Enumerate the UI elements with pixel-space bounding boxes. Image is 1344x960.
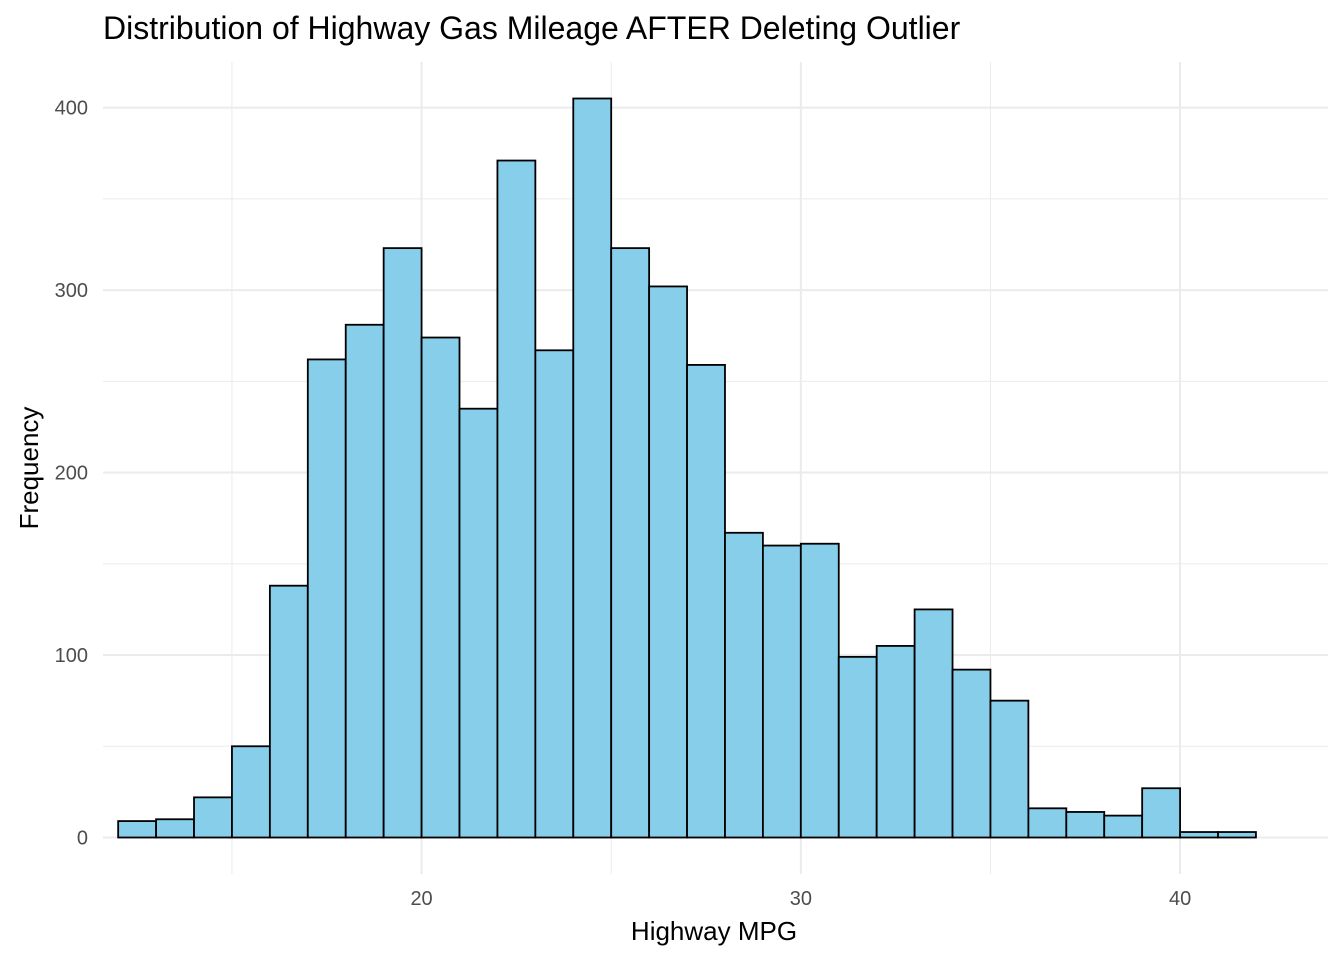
histogram-bar <box>989 699 1030 839</box>
histogram-bar <box>231 745 271 839</box>
histogram-bar <box>382 247 423 839</box>
x-tick-label: 20 <box>410 888 432 910</box>
histogram-bar <box>686 364 726 839</box>
histogram-bar <box>1027 807 1068 839</box>
chart-title: Distribution of Highway Gas Mileage AFTE… <box>103 10 961 46</box>
histogram-bar <box>913 608 954 839</box>
y-axis-title: Frequency <box>14 407 44 530</box>
histogram-bar <box>420 336 461 839</box>
histogram-bar <box>458 407 499 839</box>
histogram-bar <box>155 818 195 839</box>
y-tick-label: 200 <box>55 463 88 485</box>
histogram-bar <box>648 285 688 839</box>
y-tick-label: 100 <box>55 645 88 667</box>
histogram-bar <box>1103 814 1144 839</box>
histogram-bar <box>951 668 992 839</box>
y-tick-label: 300 <box>55 280 88 302</box>
histogram-bar <box>344 323 385 839</box>
histogram-bar <box>1217 831 1257 839</box>
histogram-bar <box>837 655 878 839</box>
histogram-bar <box>799 542 840 839</box>
y-tick-label: 400 <box>55 98 88 120</box>
histogram-bar <box>610 247 651 839</box>
histogram-bar <box>762 544 802 839</box>
histogram-bar <box>1179 831 1219 839</box>
histogram-bar <box>1065 811 1106 839</box>
histogram-bar <box>572 97 613 839</box>
x-tick-label: 30 <box>790 888 812 910</box>
histogram-bar <box>1141 787 1181 839</box>
histogram-bar <box>306 358 347 839</box>
x-axis-ticks: 20 30 40 <box>410 888 1191 910</box>
x-axis-title: Highway MPG <box>631 916 797 946</box>
y-axis-ticks: 0 100 200 300 400 <box>55 98 88 850</box>
y-tick-label: 0 <box>77 828 88 850</box>
histogram-bars <box>117 97 1257 839</box>
histogram-bar <box>268 584 309 839</box>
histogram-bar <box>117 820 157 839</box>
histogram-bar <box>875 645 916 839</box>
histogram-bar <box>496 159 537 839</box>
histogram-bar <box>724 531 764 839</box>
histogram-bar <box>534 349 575 839</box>
histogram-bar <box>193 796 233 839</box>
x-tick-label: 40 <box>1169 888 1191 910</box>
